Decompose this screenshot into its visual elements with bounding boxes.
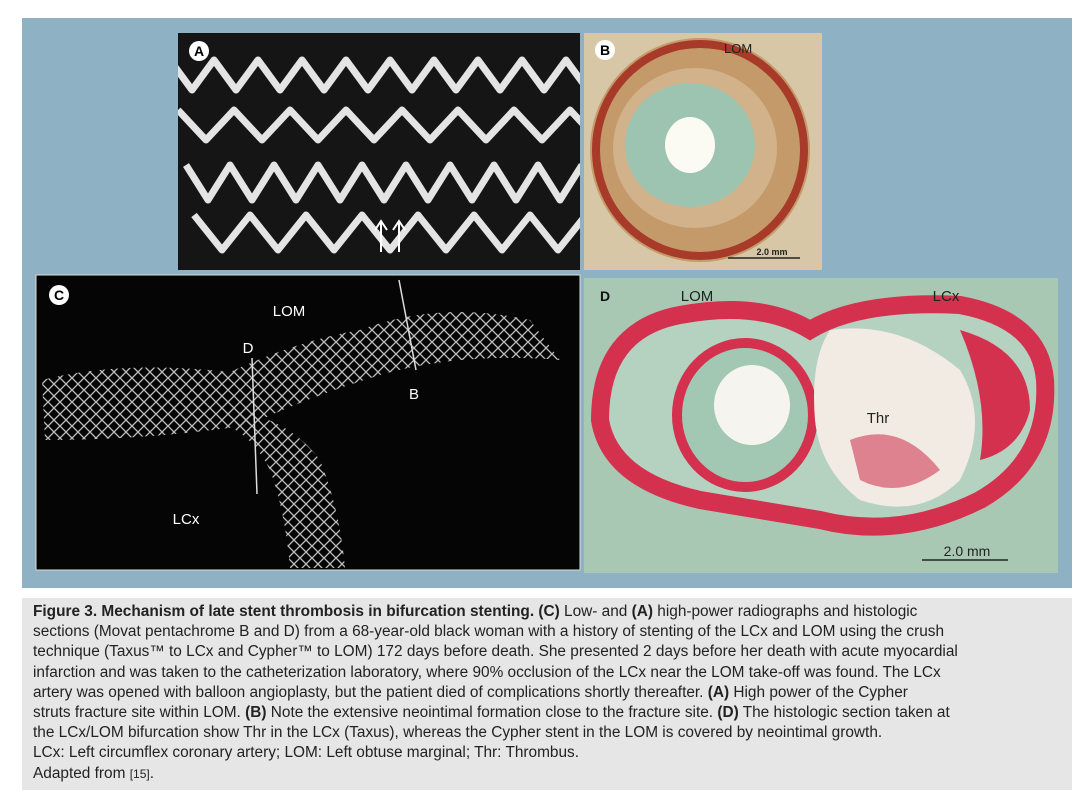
panel-label-badge (595, 40, 615, 60)
panel-a: A (178, 33, 580, 270)
panel-d: D LOM LCx Thr 2.0 mm (584, 278, 1058, 573)
section-marker: D (243, 340, 254, 357)
caption-text: (A) (631, 603, 653, 620)
vessel-label: LOM (273, 303, 306, 320)
caption-text: Figure 3. Mechanism of late stent thromb… (33, 603, 560, 620)
caption-line: struts fracture site within LOM. (B) Not… (33, 703, 1072, 723)
lumen (714, 365, 790, 445)
vessel-label: LCx (173, 511, 200, 528)
panel-label: A (194, 43, 204, 59)
vessel-label: LOM (681, 288, 714, 305)
strut (178, 56, 580, 94)
caption-line: sections (Movat pentachrome B and D) fro… (33, 622, 1072, 642)
panel-label-badge (189, 41, 209, 61)
tissue (960, 330, 1030, 460)
section-line (398, 279, 417, 371)
caption-line: LCx: Left circumflex coronary artery; LO… (33, 743, 1072, 763)
caption-text: struts fracture site within LOM. (33, 703, 246, 721)
caption-text: . (149, 764, 154, 782)
strut (183, 161, 580, 204)
stent-lcx (232, 412, 345, 568)
section-marker: B (409, 386, 419, 403)
caption-text: high-power radiographs and histologic (653, 603, 918, 620)
panel-label-badge (49, 285, 69, 305)
caption-line: the LCx/LOM bifurcation show Thr in the … (33, 723, 1072, 743)
panel-label: D (600, 288, 610, 304)
figure-caption: Figure 3. Mechanism of late stent thromb… (22, 598, 1072, 790)
caption-line: Adapted from [15]. (33, 764, 1072, 784)
panel-label: B (600, 42, 610, 58)
caption-text: The histologic section taken at (738, 703, 950, 721)
caption-text: sections (Movat pentachrome B and D) fro… (33, 623, 945, 641)
caption-line: infarction and was taken to the catheter… (33, 663, 1072, 683)
caption-line: technique (Taxus™ to LCx and Cypher™ to … (33, 642, 1072, 662)
caption-line: artery was opened with balloon angioplas… (33, 683, 1072, 703)
scale-label: 2.0 mm (944, 543, 991, 559)
caption-text: Adapted from (33, 764, 130, 782)
vessel-label: LOM (724, 41, 752, 56)
lumen (665, 117, 715, 173)
section-line (251, 357, 258, 495)
strut (191, 211, 580, 254)
figure: A B LOM 2.0 mm C LOM D B LCx (22, 18, 1072, 588)
stent-struts (178, 56, 580, 254)
caption-text: infarction and was taken to the catheter… (33, 663, 941, 681)
vessel-label: LCx (933, 288, 960, 305)
panel-label: C (54, 287, 64, 303)
scale-label: 2.0 mm (756, 247, 787, 257)
thrombus-label: Thr (867, 410, 890, 427)
caption-text: [15] (129, 766, 150, 781)
panel-b: B LOM 2.0 mm (584, 33, 822, 270)
caption-text: artery was opened with balloon angioplas… (33, 683, 708, 701)
caption-text: (D) (717, 703, 739, 721)
thrombus (814, 328, 975, 507)
panel-c: C LOM D B LCx (35, 274, 581, 571)
caption-text: High power of the Cypher (729, 683, 908, 701)
tissue (592, 40, 808, 260)
thrombus (850, 434, 940, 488)
caption-text: Note the extensive neointimal formation … (266, 703, 718, 721)
caption-text: LCx: Left circumflex coronary artery; LO… (33, 744, 580, 762)
caption-line: Figure 3. Mechanism of late stent thromb… (33, 602, 1072, 622)
stent-lom (42, 312, 560, 440)
arrows (374, 219, 406, 252)
caption-text: Low- and (559, 603, 632, 620)
caption-text: the LCx/LOM bifurcation show Thr in the … (33, 724, 883, 742)
strut (178, 106, 580, 144)
caption-text: (B) (245, 703, 267, 721)
caption-text: (A) (707, 683, 730, 701)
caption-text: technique (Taxus™ to LCx and Cypher™ to … (33, 643, 958, 661)
